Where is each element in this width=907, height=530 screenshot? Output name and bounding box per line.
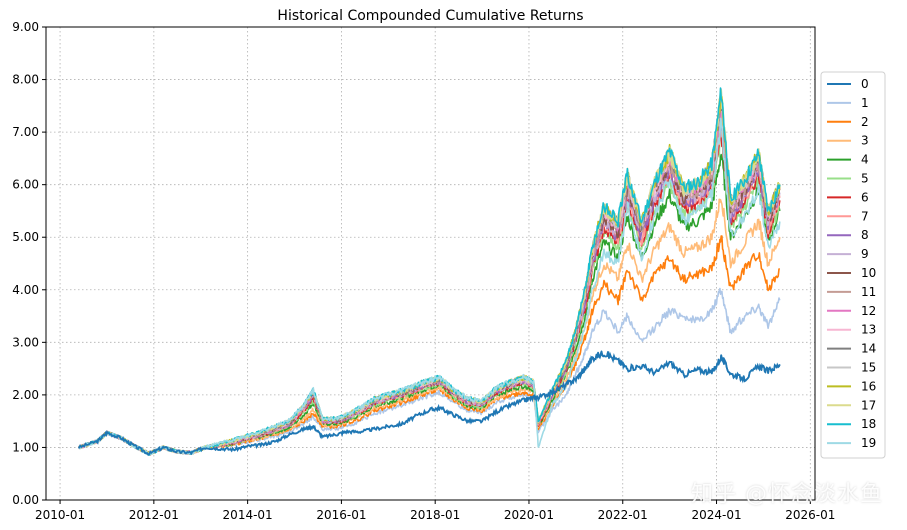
y-tick-label: 8.00 [12, 73, 39, 87]
y-tick-label: 7.00 [12, 125, 39, 139]
legend-label-19: 19 [861, 436, 876, 450]
legend-label-0: 0 [861, 77, 869, 91]
legend-label-16: 16 [861, 379, 876, 393]
x-tick-label: 2022-01 [598, 508, 648, 522]
legend-label-1: 1 [861, 96, 869, 110]
x-tick-label: 2014-01 [223, 508, 273, 522]
chart-title: Historical Compounded Cumulative Returns [277, 8, 583, 24]
legend-box [820, 71, 886, 459]
x-tick-label: 2020-01 [504, 508, 554, 522]
legend-label-8: 8 [861, 228, 869, 242]
series-line-17 [78, 89, 781, 456]
y-tick-label: 2.00 [12, 388, 39, 402]
legend-label-15: 15 [861, 361, 876, 375]
series-line-3 [78, 198, 781, 455]
series-line-12 [78, 100, 781, 455]
x-tick-label: 2018-01 [410, 508, 460, 522]
x-tick-label: 2010-01 [35, 508, 85, 522]
series-layer [78, 87, 781, 456]
legend-label-4: 4 [861, 153, 869, 167]
series-line-1 [78, 287, 781, 455]
series-line-19 [78, 117, 781, 456]
legend-label-11: 11 [861, 285, 876, 299]
legend-label-2: 2 [861, 115, 869, 129]
series-line-2 [78, 235, 780, 456]
plot-frame [45, 26, 816, 501]
legend-label-7: 7 [861, 209, 869, 223]
y-tick-label: 0.00 [12, 493, 39, 507]
legend-label-3: 3 [861, 134, 869, 148]
legend-label-9: 9 [861, 247, 869, 261]
legend-label-13: 13 [861, 323, 876, 337]
y-tick-label: 1.00 [12, 440, 39, 454]
y-tick-label: 6.00 [12, 178, 39, 192]
x-tick-label: 2016-01 [316, 508, 366, 522]
legend-label-17: 17 [861, 398, 876, 412]
legend-label-10: 10 [861, 266, 876, 280]
axis-layer: 0.00 1.00 2.00 3.00 4.00 5.00 6.00 7.00 8.00 9.00… [12, 20, 835, 522]
legend-label-5: 5 [861, 172, 869, 186]
legend-label-6: 6 [861, 190, 869, 204]
watermark: 知乎 @怀念淡水鱼 [691, 482, 883, 507]
y-tick-label: 4.00 [12, 283, 39, 297]
legend-label-12: 12 [861, 304, 876, 318]
legend-label-14: 14 [861, 342, 876, 356]
series-line-15 [78, 88, 781, 455]
legend-label-18: 18 [861, 417, 876, 431]
series-line-16 [78, 94, 781, 456]
series-line-0-overlay [78, 351, 781, 456]
x-tick-label: 2024-01 [691, 508, 741, 522]
grid-layer [46, 26, 815, 501]
series-line-13 [78, 99, 781, 455]
y-tick-label: 9.00 [12, 20, 39, 34]
series-line-18 [78, 87, 781, 456]
x-tick-label: 2012-01 [129, 508, 179, 522]
series-line-14 [78, 98, 781, 456]
y-tick-label: 3.00 [12, 335, 39, 349]
y-tick-label: 5.00 [12, 230, 39, 244]
x-tick-label: 2026-01 [785, 508, 835, 522]
